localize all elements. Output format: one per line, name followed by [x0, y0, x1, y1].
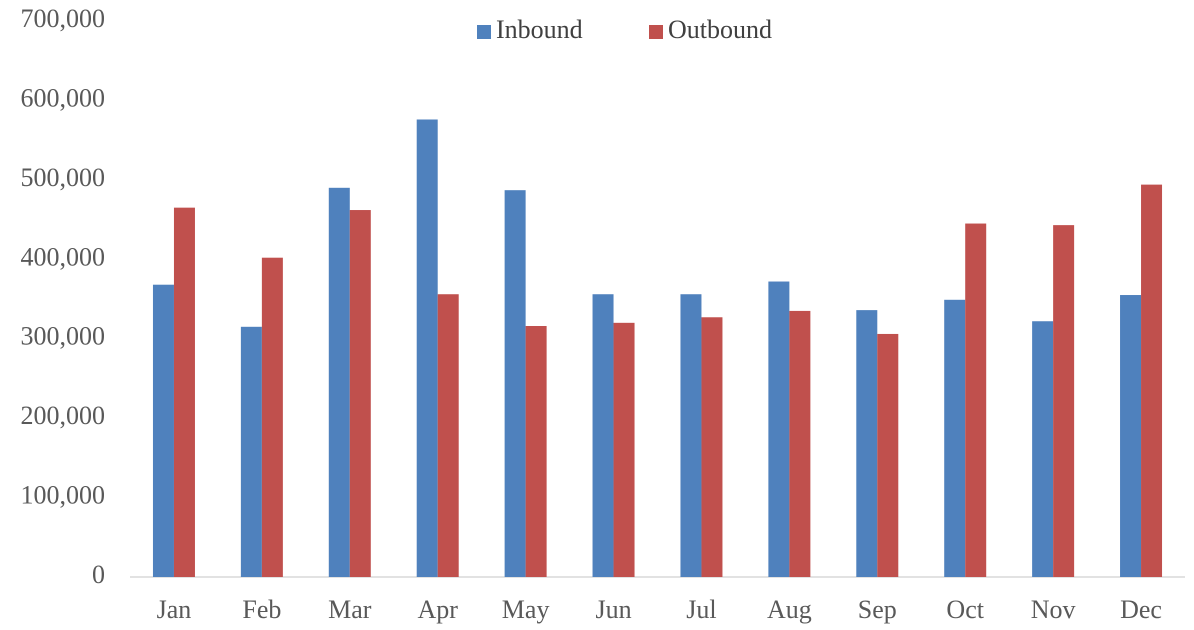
bar: [1141, 184, 1163, 577]
x-tick-label: Jul: [686, 595, 716, 624]
y-tick-label: 300,000: [21, 322, 106, 351]
x-tick-label: Oct: [946, 595, 984, 624]
x-tick-label: Aug: [767, 595, 812, 624]
bar: [349, 210, 371, 578]
bar: [1032, 321, 1054, 577]
x-tick-label: May: [502, 595, 550, 624]
y-tick-label: 500,000: [21, 163, 106, 192]
bar: [965, 223, 987, 578]
legend-label: Outbound: [668, 15, 772, 44]
bar: [768, 281, 790, 577]
bar: [504, 190, 526, 577]
bar: [152, 284, 174, 577]
bar: [525, 326, 547, 577]
x-tick-label: Feb: [242, 595, 281, 624]
legend-label: Inbound: [496, 15, 583, 44]
legend-swatch: [649, 25, 663, 39]
bar: [877, 333, 899, 577]
bar: [437, 294, 459, 577]
x-tick-label: Jan: [157, 595, 192, 624]
x-tick-label: Sep: [858, 595, 897, 624]
bar: [613, 322, 635, 577]
y-tick-label: 0: [92, 560, 105, 589]
bar: [328, 187, 350, 578]
x-tick-label: Jun: [595, 595, 631, 624]
y-tick-label: 400,000: [21, 242, 106, 271]
x-tick-label: Dec: [1120, 595, 1162, 624]
bar: [261, 257, 283, 577]
bar: [416, 119, 438, 578]
x-tick-label: Mar: [328, 595, 372, 624]
bar: [701, 317, 723, 577]
y-tick-label: 700,000: [21, 4, 106, 33]
bar: [944, 299, 966, 577]
y-tick-label: 100,000: [21, 481, 106, 510]
y-tick-label: 600,000: [21, 83, 106, 112]
bar: [592, 294, 614, 577]
x-tick-label: Nov: [1031, 595, 1076, 624]
bar: [240, 326, 262, 577]
bar: [680, 294, 702, 577]
bar: [1120, 295, 1142, 577]
x-tick-label: Apr: [417, 595, 458, 624]
bar: [789, 310, 811, 577]
bar: [1053, 225, 1075, 578]
bar: [856, 310, 878, 577]
bar: [173, 207, 195, 577]
legend-swatch: [477, 25, 491, 39]
y-tick-label: 200,000: [21, 401, 106, 430]
